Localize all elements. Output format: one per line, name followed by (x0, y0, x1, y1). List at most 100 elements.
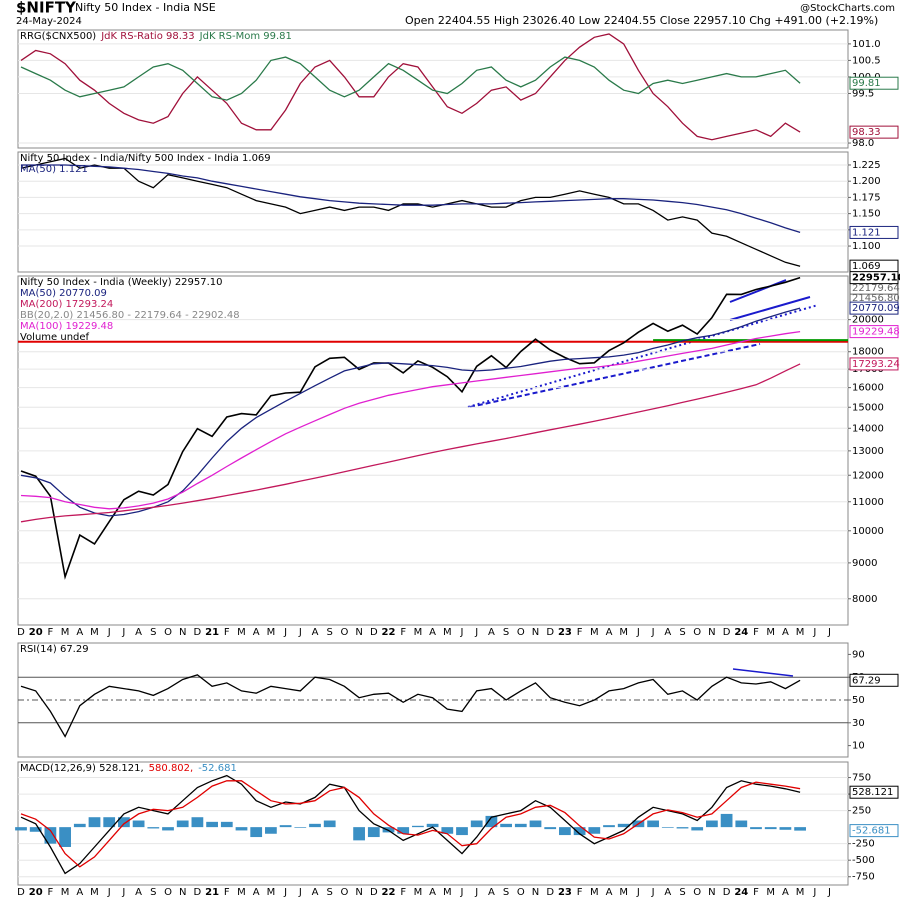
credit: @StockCharts.com (800, 3, 895, 14)
x-tick-label: 23 (558, 627, 572, 638)
histogram-bar (250, 827, 263, 838)
histogram-bar (88, 817, 101, 828)
y-tick-label: 1.225 (852, 160, 881, 171)
x-tick-label: A (429, 887, 436, 898)
x-tick-label: M (796, 887, 805, 898)
x-tick-label: O (164, 887, 172, 898)
y-tick-label: 16000 (852, 383, 884, 394)
x-tick-label: M (61, 887, 70, 898)
x-tick-label: J (474, 887, 478, 898)
value-label: 99.81 (852, 78, 881, 89)
panel-frame (17, 29, 849, 149)
x-tick-label: A (135, 627, 142, 638)
value-box (849, 325, 899, 339)
x-tick-label: 21 (205, 627, 219, 638)
x-tick-label: D (17, 887, 25, 898)
histogram-bar (294, 827, 307, 828)
x-tick-label: A (253, 887, 260, 898)
histogram-bar (691, 827, 704, 831)
histogram-bar (235, 827, 248, 831)
histogram-bar (735, 820, 748, 828)
x-tick-label: N (179, 887, 186, 898)
x-tick-label: J (121, 887, 125, 898)
x-tick-label: F (753, 887, 759, 898)
histogram-bar (323, 820, 336, 828)
x-tick-label: S (503, 627, 509, 638)
x-tick-label: J (121, 627, 125, 638)
x-tick-label: J (812, 627, 816, 638)
x-tick-label: F (400, 887, 406, 898)
x-tick-label: A (782, 627, 789, 638)
trend-line (729, 296, 811, 321)
histogram-bar (441, 827, 454, 834)
histogram-bar (206, 821, 218, 828)
y-tick-label: 1.200 (852, 176, 881, 187)
x-tick-label: F (48, 627, 54, 638)
x-tick-label: J (298, 627, 302, 638)
histogram-bar (118, 817, 130, 828)
value-box (849, 785, 899, 799)
histogram-bar (500, 823, 512, 828)
histogram-bar (617, 823, 630, 828)
x-tick-label: A (312, 887, 319, 898)
x-tick-label: A (606, 627, 613, 638)
x-tick-label: O (164, 627, 172, 638)
x-tick-label: S (150, 887, 156, 898)
y-tick-label: 30 (852, 718, 865, 729)
x-tick-label: J (474, 627, 478, 638)
series-line (20, 157, 801, 267)
x-tick-label: A (488, 627, 495, 638)
x-tick-label: A (606, 887, 613, 898)
histogram-bar (470, 820, 483, 828)
value-label: 528.121 (852, 787, 893, 798)
x-tick-label: J (283, 627, 287, 638)
x-tick-label: 24 (734, 627, 748, 638)
legend-entry: RRG($CNX500) (20, 31, 96, 42)
x-tick-label: J (636, 887, 640, 898)
x-tick-label: M (267, 887, 276, 898)
y-tick-label: 250 (852, 806, 871, 817)
x-tick-label: 22 (382, 627, 396, 638)
x-tick-label: M (796, 627, 805, 638)
x-tick-label: M (90, 627, 99, 638)
x-tick-label: A (782, 887, 789, 898)
x-tick-label: A (664, 887, 671, 898)
x-tick-label: J (283, 887, 287, 898)
histogram-bar (529, 820, 542, 828)
value-box (849, 357, 899, 371)
x-tick-label: M (619, 627, 628, 638)
legend-entry: Nifty 50 Index - India (Weekly) 22957.10 (20, 277, 223, 288)
value-label: 67.29 (852, 675, 881, 686)
histogram-bar (456, 827, 468, 836)
x-tick-label: D (17, 627, 25, 638)
x-tick-label: J (107, 627, 111, 638)
panel-frame (17, 151, 849, 273)
x-tick-label: D (546, 627, 554, 638)
histogram-bar (603, 825, 615, 828)
x-tick-label: J (651, 887, 655, 898)
value-box (849, 225, 899, 239)
x-tick-label: A (253, 627, 260, 638)
histogram-bar (220, 821, 233, 828)
symbol: $NIFTY (16, 0, 77, 17)
y-tick-label: 20000 (852, 315, 884, 326)
x-tick-label: M (766, 887, 775, 898)
histogram-bar (661, 827, 674, 828)
histogram-bar (15, 827, 27, 831)
x-tick-label: N (179, 627, 186, 638)
x-tick-label: S (327, 887, 333, 898)
histogram-bar (764, 827, 777, 830)
histogram-bar (176, 820, 189, 828)
value-box (849, 673, 899, 687)
histogram-bar (309, 823, 321, 828)
y-tick-label: 101.0 (852, 39, 881, 50)
y-tick-label: 18000 (852, 347, 884, 358)
trend-line (732, 668, 794, 677)
value-label: 19229.48 (852, 327, 900, 338)
legend-entry: -52.681 (198, 763, 237, 774)
panel-frame (17, 761, 849, 886)
x-tick-label: N (708, 887, 715, 898)
histogram-bar (353, 827, 365, 841)
x-tick-label: A (488, 887, 495, 898)
